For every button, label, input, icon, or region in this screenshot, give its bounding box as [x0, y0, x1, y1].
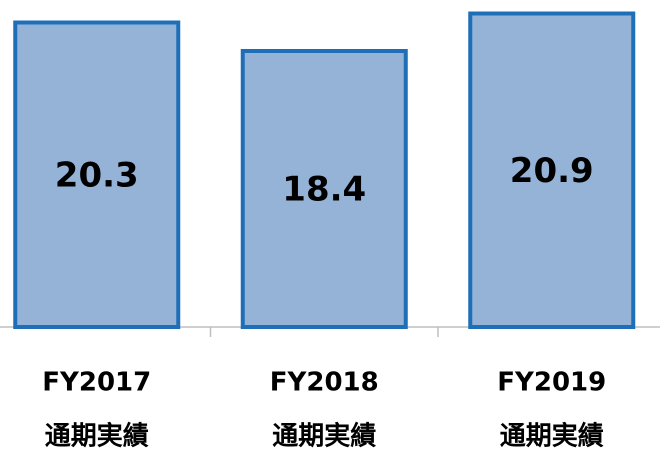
bar — [13, 20, 181, 329]
value-label: 18.4 — [282, 170, 366, 210]
value-label: 20.9 — [510, 151, 594, 191]
x-tick-sublabel: 通期実績 — [500, 421, 604, 452]
bar — [240, 49, 408, 329]
value-label: 20.3 — [55, 155, 139, 195]
bar — [468, 11, 636, 329]
x-tick-sublabel: 通期実績 — [272, 421, 376, 452]
x-tick-label: FY2017 — [42, 368, 151, 398]
x-tick-sublabel: 通期実績 — [45, 421, 149, 452]
x-tick-label: FY2019 — [497, 368, 606, 398]
x-tick-label: FY2018 — [270, 368, 379, 398]
